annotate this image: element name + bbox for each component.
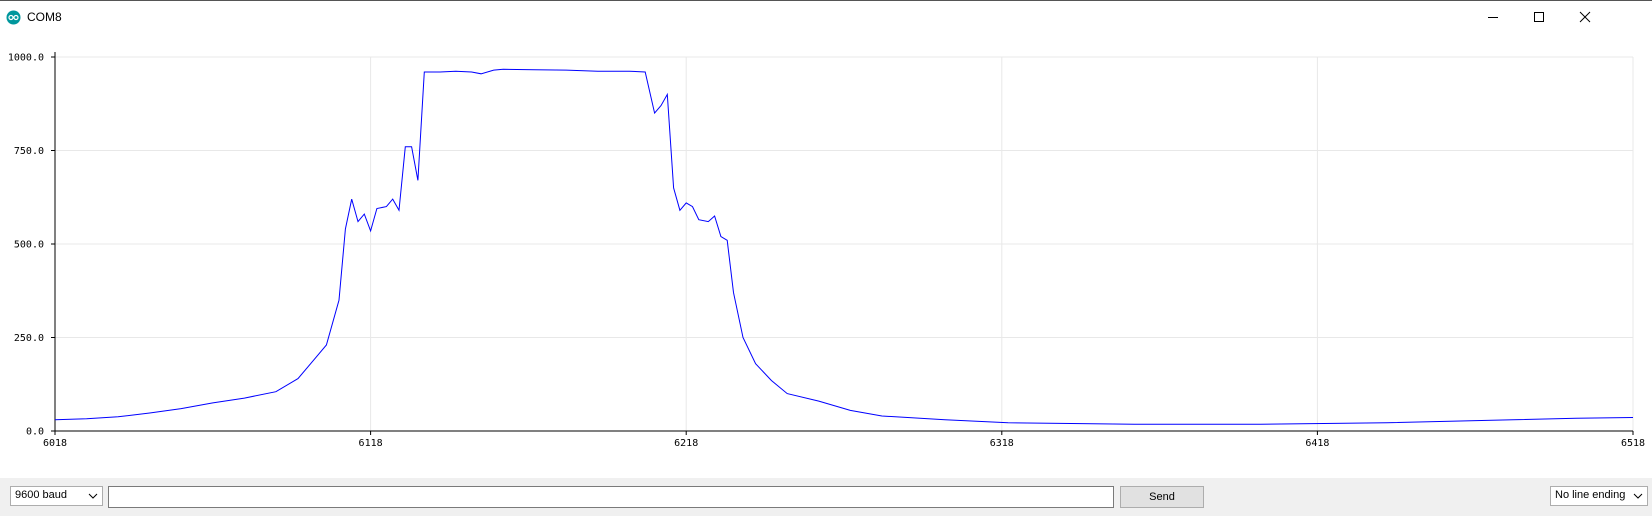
x-tick-label: 6218 xyxy=(674,438,698,449)
minimize-icon xyxy=(1488,17,1498,18)
y-tick-label: 750.0 xyxy=(14,146,44,157)
y-tick-label: 1000.0 xyxy=(8,53,44,64)
maximize-button[interactable] xyxy=(1516,0,1562,34)
send-input[interactable] xyxy=(108,486,1114,508)
baud-rate-value: 9600 baud xyxy=(15,489,67,501)
line-ending-value: No line ending xyxy=(1555,489,1626,501)
send-button[interactable]: Send xyxy=(1120,486,1204,508)
send-button-label: Send xyxy=(1149,491,1175,503)
chevron-down-icon xyxy=(1633,493,1643,499)
bottom-bar: 9600 baud Send No line ending xyxy=(0,478,1652,516)
y-tick-label: 500.0 xyxy=(14,240,44,251)
chevron-down-icon xyxy=(88,493,98,499)
x-tick-label: 6318 xyxy=(990,438,1014,449)
close-icon xyxy=(1579,11,1591,23)
title-bar: COM8 xyxy=(0,0,1652,34)
x-tick-label: 6518 xyxy=(1621,438,1645,449)
data-series-line xyxy=(54,68,1634,425)
close-button[interactable] xyxy=(1562,0,1608,34)
x-tick-label: 6418 xyxy=(1305,438,1329,449)
minimize-button[interactable] xyxy=(1470,0,1516,34)
x-tick-label: 6018 xyxy=(43,438,67,449)
baud-rate-select[interactable]: 9600 baud xyxy=(10,486,103,506)
arduino-icon xyxy=(6,10,21,25)
serial-plotter: 1000.0 750.0 500.0 250.0 0.0 6018 6118 6218 6318… xyxy=(0,34,1652,478)
maximize-icon xyxy=(1534,12,1544,22)
y-tick-label: 0.0 xyxy=(26,427,44,438)
y-tick-label: 250.0 xyxy=(14,333,44,344)
x-tick-label: 6118 xyxy=(359,438,383,449)
window-title: COM8 xyxy=(27,10,62,24)
line-ending-select[interactable]: No line ending xyxy=(1550,486,1648,506)
